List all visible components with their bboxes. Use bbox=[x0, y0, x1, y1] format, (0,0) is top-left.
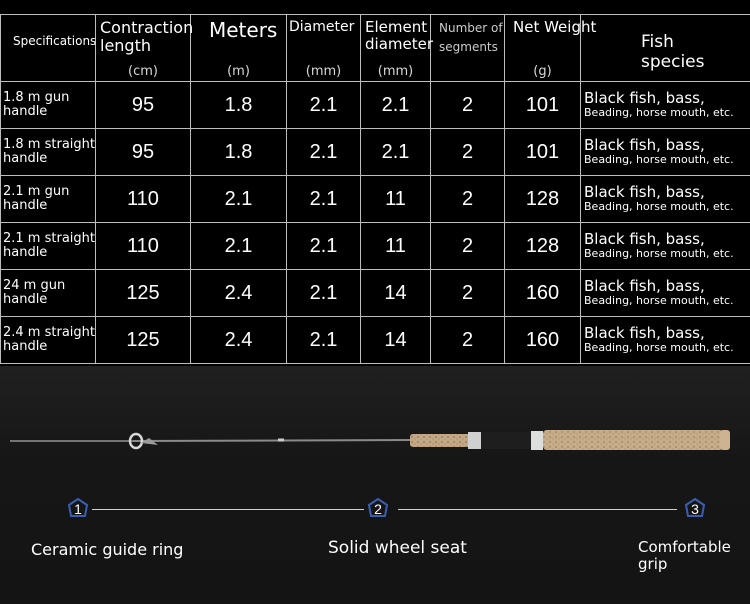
length-cell: 95 bbox=[95, 128, 191, 176]
fish-species-cell: Black fish, bass, Beading, horse mouth, e… bbox=[580, 222, 750, 270]
fish-species-primary: Black fish, bass, bbox=[584, 230, 705, 249]
length-cell: 110 bbox=[95, 222, 191, 270]
segments-cell: 2 bbox=[430, 222, 505, 270]
meters-cell: 2.4 bbox=[190, 316, 287, 364]
header-element-diameter: Element diameter (mm) bbox=[360, 14, 433, 82]
fish-species-cell: Black fish, bass, Beading, horse mouth, e… bbox=[580, 269, 750, 317]
guide-ring-icon bbox=[128, 432, 158, 450]
table-row: 24 m gun handle 125 2.4 2.1 14 2 160 Black fish… bbox=[0, 269, 750, 317]
spec-name-cell: 2.1 m straight handle bbox=[0, 222, 96, 270]
table-header-row: Specifications Contraction length (cm) Me… bbox=[0, 14, 750, 82]
step-badge-1: 1 bbox=[67, 498, 89, 520]
table-row: 2.1 m gun handle 110 2.1 2.1 11 2 128 Black fis… bbox=[0, 175, 750, 223]
diameter-cell: 2.1 bbox=[286, 175, 361, 223]
diameter-cell: 2.1 bbox=[286, 128, 361, 176]
header-meters: Meters (m) bbox=[190, 14, 287, 82]
product-section bbox=[0, 366, 750, 604]
fish-species-secondary: Beading, horse mouth, etc. bbox=[584, 341, 734, 355]
fish-species-secondary: Beading, horse mouth, etc. bbox=[584, 106, 734, 120]
fish-species-primary: Black fish, bass, bbox=[584, 324, 705, 343]
diameter-cell: 2.1 bbox=[286, 222, 361, 270]
fish-species-primary: Black fish, bass, bbox=[584, 89, 705, 108]
step-badge-2: 2 bbox=[367, 498, 389, 520]
spec-table: Specifications Contraction length (cm) Me… bbox=[0, 14, 750, 364]
segments-cell: 2 bbox=[430, 128, 505, 176]
spec-name-cell: 1.8 m straight handle bbox=[0, 128, 96, 176]
meters-cell: 1.8 bbox=[190, 81, 287, 129]
spec-table-container: Specifications Contraction length (cm) Me… bbox=[0, 14, 750, 364]
weight-cell: 160 bbox=[504, 269, 581, 317]
element-cell: 14 bbox=[360, 316, 431, 364]
header-fish-species: Fish species bbox=[580, 14, 750, 82]
fish-species-secondary: Beading, horse mouth, etc. bbox=[584, 247, 734, 261]
meters-cell: 2.1 bbox=[190, 222, 287, 270]
header-contraction-length: Contraction length (cm) bbox=[95, 14, 193, 82]
fish-species-primary: Black fish, bass, bbox=[584, 183, 705, 202]
fish-species-primary: Black fish, bass, bbox=[584, 277, 705, 296]
fishing-rod-image bbox=[10, 430, 730, 450]
fish-species-secondary: Beading, horse mouth, etc. bbox=[584, 294, 734, 308]
table-row: 2.4 m straight handle 125 2.4 2.1 14 2 160 Blac… bbox=[0, 316, 750, 364]
spec-name-cell: 24 m gun handle bbox=[0, 269, 96, 317]
segments-cell: 2 bbox=[430, 269, 505, 317]
spec-name-cell: 2.4 m straight handle bbox=[0, 316, 96, 364]
fish-species-cell: Black fish, bass, Beading, horse mouth, e… bbox=[580, 175, 750, 223]
feature-label-ceramic-guide-ring: Ceramic guide ring bbox=[31, 540, 184, 559]
fish-species-cell: Black fish, bass, Beading, horse mouth, e… bbox=[580, 128, 750, 176]
table-row: 2.1 m straight handle 110 2.1 2.1 11 2 128 Blac… bbox=[0, 222, 750, 270]
header-net-weight: Net Weight (g) bbox=[504, 14, 596, 82]
fish-species-cell: Black fish, bass, Beading, horse mouth, e… bbox=[580, 316, 750, 364]
weight-cell: 128 bbox=[504, 222, 581, 270]
header-specifications: Specifications bbox=[0, 14, 96, 82]
element-cell: 11 bbox=[360, 222, 431, 270]
fish-species-secondary: Beading, horse mouth, etc. bbox=[584, 200, 734, 214]
segments-cell: 2 bbox=[430, 81, 505, 129]
step-connector-line bbox=[92, 509, 364, 510]
segments-cell: 2 bbox=[430, 175, 505, 223]
segments-cell: 2 bbox=[430, 316, 505, 364]
header-segments: Number of segments bbox=[430, 14, 505, 82]
feature-label-comfortable-grip: Comfortable grip bbox=[638, 538, 731, 573]
fish-species-secondary: Beading, horse mouth, etc. bbox=[584, 153, 734, 167]
weight-cell: 101 bbox=[504, 81, 581, 129]
length-cell: 110 bbox=[95, 175, 191, 223]
diameter-cell: 2.1 bbox=[286, 81, 361, 129]
element-cell: 2.1 bbox=[360, 128, 431, 176]
table-row: 1.8 m gun handle 95 1.8 2.1 2.1 2 101 Black fis… bbox=[0, 81, 750, 129]
element-cell: 2.1 bbox=[360, 81, 431, 129]
element-cell: 11 bbox=[360, 175, 431, 223]
feature-label-solid-wheel-seat: Solid wheel seat bbox=[328, 538, 467, 558]
table-row: 1.8 m straight handle 95 1.8 2.1 2.1 2 101 Blac… bbox=[0, 128, 750, 176]
fish-species-primary: Black fish, bass, bbox=[584, 136, 705, 155]
diameter-cell: 2.1 bbox=[286, 269, 361, 317]
diameter-cell: 2.1 bbox=[286, 316, 361, 364]
weight-cell: 160 bbox=[504, 316, 581, 364]
length-cell: 125 bbox=[95, 269, 191, 317]
length-cell: 125 bbox=[95, 316, 191, 364]
spec-name-cell: 1.8 m gun handle bbox=[0, 81, 96, 129]
weight-cell: 101 bbox=[504, 128, 581, 176]
meters-cell: 1.8 bbox=[190, 128, 287, 176]
step-badge-3: 3 bbox=[684, 498, 706, 520]
fish-species-cell: Black fish, bass, Beading, horse mouth, e… bbox=[580, 81, 750, 129]
spec-name-cell: 2.1 m gun handle bbox=[0, 175, 96, 223]
step-connector-line bbox=[398, 509, 677, 510]
weight-cell: 128 bbox=[504, 175, 581, 223]
element-cell: 14 bbox=[360, 269, 431, 317]
header-diameter: Diameter (mm) bbox=[286, 14, 361, 82]
length-cell: 95 bbox=[95, 81, 191, 129]
meters-cell: 2.1 bbox=[190, 175, 287, 223]
meters-cell: 2.4 bbox=[190, 269, 287, 317]
